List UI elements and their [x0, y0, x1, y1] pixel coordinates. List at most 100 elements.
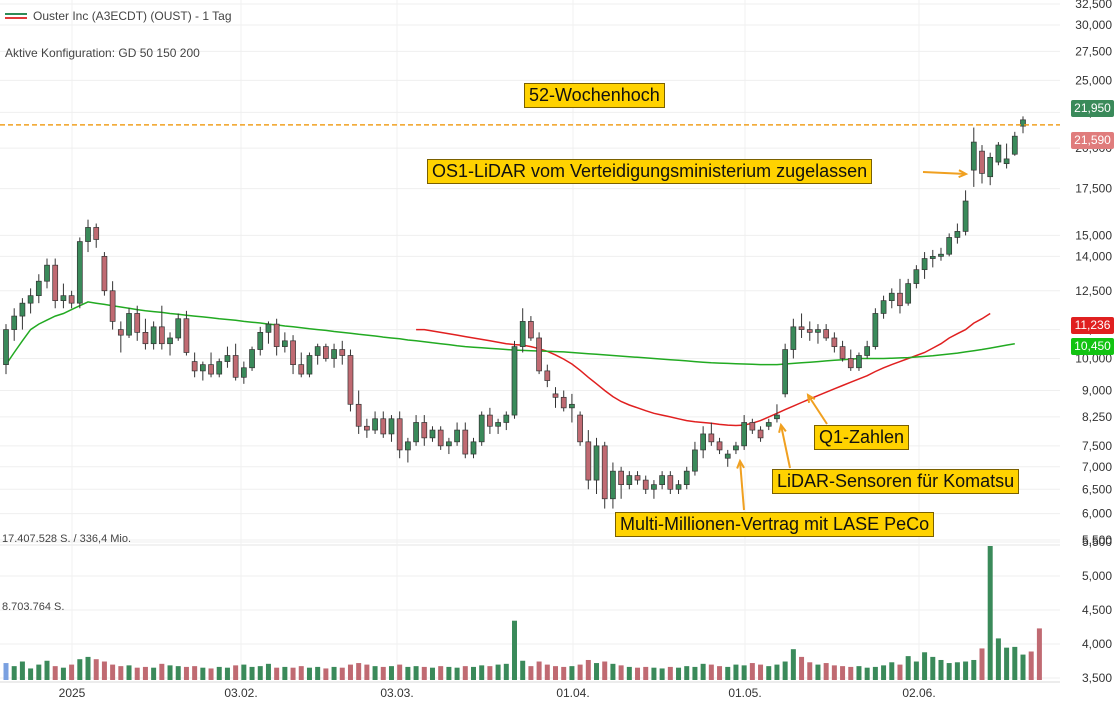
volume-bar: [536, 661, 542, 680]
candle-body: [60, 295, 67, 301]
volume-bar: [913, 661, 919, 680]
volume-bar: [224, 667, 230, 680]
volume-bar: [216, 666, 222, 680]
candle-body: [52, 264, 59, 301]
candle-body: [667, 475, 674, 490]
candle-body: [823, 329, 830, 339]
volume-bar: [585, 659, 591, 680]
price-tick-label: 25,000: [1075, 73, 1112, 87]
volume-bar: [77, 659, 83, 680]
candle-body: [610, 470, 616, 500]
candle-body: [405, 441, 411, 451]
price-tick-label: 17,500: [1075, 182, 1112, 196]
candle-body: [413, 422, 419, 443]
volume-tick-label: 5,000: [1082, 569, 1112, 583]
volume-bar: [520, 660, 526, 680]
date-tick-label: 03.03.: [380, 686, 413, 700]
volume-bar: [479, 665, 485, 680]
volume-bar: [741, 665, 747, 680]
volume-bar: [60, 667, 66, 680]
candle-body: [503, 414, 510, 423]
date-tick-label: 03.02.: [224, 686, 257, 700]
volume-bar: [815, 664, 821, 680]
volume-bar: [889, 662, 895, 680]
volume-axis: 5,500 5,000 4,500 4,000 3,500: [1082, 535, 1112, 685]
volume-bar: [659, 668, 665, 680]
volume-bar: [3, 663, 9, 680]
volume-bar: [594, 663, 600, 680]
candle-body: [1003, 158, 1010, 165]
volume-bar: [807, 662, 813, 680]
volume-bar: [512, 620, 517, 680]
volume-mid-label: 8.703.764 S.: [2, 601, 65, 613]
volume-bar: [946, 663, 952, 680]
candle-body: [495, 422, 501, 427]
volume-bar: [684, 666, 690, 680]
volume-bar: [774, 664, 780, 680]
candle-body: [101, 256, 108, 292]
volume-bar: [93, 659, 99, 680]
price-tick-label: 7,500: [1082, 439, 1112, 453]
candle-body: [692, 449, 698, 472]
candle-body: [618, 470, 624, 486]
volume-bar: [782, 661, 788, 680]
candle-body: [675, 484, 682, 490]
candle-body: [921, 258, 928, 271]
candle-body: [593, 445, 600, 481]
candle-body: [569, 403, 575, 409]
candle-body: [429, 429, 436, 439]
volume-bar: [1004, 647, 1010, 680]
annotation-arrow: [922, 171, 967, 175]
volume-bar: [274, 667, 280, 680]
volume-bar: [126, 665, 132, 680]
candle-body: [44, 264, 50, 282]
candle-body: [519, 321, 526, 347]
date-axis: 2025 03.02. 03.03. 01.04. 01.05. 02.06.: [59, 686, 936, 700]
candle-body: [962, 200, 969, 232]
last-price-tag: 21,950: [1071, 100, 1114, 117]
volume-bar: [930, 656, 936, 680]
candle-body: [905, 283, 912, 304]
volume-bar: [487, 666, 493, 680]
volume-bar: [454, 667, 460, 680]
candle-body: [1020, 119, 1026, 127]
candle-body: [109, 290, 116, 322]
price-tick-label: 30,000: [1075, 18, 1112, 32]
candle-body: [462, 429, 469, 455]
volume-bar: [577, 664, 583, 680]
candle-body: [142, 332, 149, 345]
candle-body: [552, 393, 559, 398]
date-tick-label: 2025: [59, 686, 86, 700]
candle-body: [421, 422, 428, 439]
candle-body: [765, 422, 772, 427]
volume-bar: [708, 664, 714, 680]
candle-body: [446, 441, 452, 447]
annotation-arrow: [807, 394, 828, 425]
candle-body: [946, 237, 953, 255]
candle-body: [27, 295, 34, 304]
ma-red-tag: 11,236: [1071, 317, 1114, 334]
price-tick-label: 32,500: [1075, 0, 1112, 11]
volume-bar: [233, 665, 239, 680]
candle-body: [741, 422, 747, 447]
volume-bar: [561, 666, 567, 680]
candle-body: [314, 346, 321, 356]
volume-bar: [28, 668, 34, 680]
volume-bar: [922, 652, 928, 680]
volume-bar: [462, 666, 468, 680]
high-price-tag: 21,590: [1071, 132, 1114, 149]
volume-bar: [979, 648, 985, 680]
volume-bar: [200, 667, 206, 680]
volume-bar: [413, 666, 419, 680]
volume-bar: [405, 666, 411, 680]
price-tick-label: 12,500: [1075, 284, 1112, 298]
volume-bar: [380, 666, 386, 680]
candle-body: [183, 318, 190, 353]
volume-bar: [610, 663, 616, 680]
volume-bar: [36, 664, 42, 680]
volume-bar: [495, 664, 501, 680]
volume-bar: [725, 666, 731, 680]
volume-bar: [388, 666, 394, 680]
candle-body: [888, 292, 895, 301]
